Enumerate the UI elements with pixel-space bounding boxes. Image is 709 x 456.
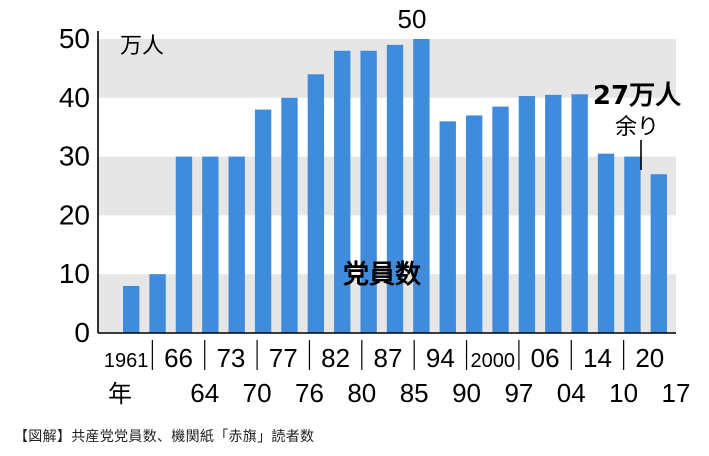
bar bbox=[386, 44, 404, 333]
x-tick-label-lower: 80 bbox=[347, 378, 376, 408]
last-value-label: 27万人 bbox=[593, 81, 681, 111]
bar bbox=[307, 74, 325, 333]
x-tick-label-lower: 17 bbox=[662, 378, 691, 408]
x-tick-label-lower: 10 bbox=[609, 378, 638, 408]
x-axis: 1961 年 66 64 73 70 77 76 82 80 87 85 94 90 2000 97 06 04 1… bbox=[98, 332, 691, 408]
y-axis: 0 10 20 30 40 50 bbox=[59, 23, 99, 348]
x-tick-label-upper: 14 bbox=[583, 343, 612, 373]
x-tick-label-lower: 64 bbox=[190, 378, 219, 408]
series-label: 党員数 bbox=[343, 260, 422, 290]
bar bbox=[439, 121, 456, 333]
y-tick-label: 10 bbox=[59, 258, 90, 289]
x-tick-label-upper: 82 bbox=[321, 343, 350, 373]
x-tick-label-lower: 85 bbox=[400, 378, 429, 408]
x-tick-label-lower: 70 bbox=[243, 378, 272, 408]
unit-label: 万人 bbox=[120, 34, 164, 59]
x-tick-label-upper: 94 bbox=[426, 343, 455, 373]
figure-caption: 【図解】共産党党員数、機関紙「赤旗」読者数 bbox=[14, 429, 315, 445]
bar bbox=[334, 50, 351, 333]
bar bbox=[360, 50, 377, 333]
x-tick-label-lower: 04 bbox=[557, 378, 586, 408]
y-tick-label: 20 bbox=[59, 199, 90, 230]
bar bbox=[281, 97, 298, 333]
y-tick-label: 0 bbox=[74, 317, 90, 348]
x-tick-label-upper: 73 bbox=[216, 343, 245, 373]
bar bbox=[650, 174, 667, 333]
x-tick-label-lower: 76 bbox=[295, 378, 324, 408]
x-tick-label-upper: 2000 bbox=[470, 350, 515, 372]
bar bbox=[149, 274, 166, 333]
y-tick-label: 50 bbox=[59, 23, 90, 54]
x-tick-label-upper: 66 bbox=[164, 343, 193, 373]
bar bbox=[465, 115, 483, 333]
bar bbox=[571, 94, 588, 333]
x-tick-label-upper: 20 bbox=[635, 343, 664, 373]
x-tick-label-upper: 06 bbox=[531, 343, 560, 373]
x-tick-label-upper: 77 bbox=[269, 343, 298, 373]
bar bbox=[624, 156, 641, 333]
bar bbox=[123, 285, 140, 333]
bar bbox=[175, 156, 193, 333]
bar bbox=[545, 94, 562, 333]
last-value-suffix: 余り bbox=[615, 115, 659, 140]
peak-label: 50 bbox=[398, 4, 427, 34]
bar bbox=[202, 156, 219, 333]
x-tick-label-lower: 97 bbox=[504, 378, 533, 408]
x-tick-label-upper: 1961 bbox=[104, 350, 149, 372]
x-tick-label-lower: 90 bbox=[452, 378, 481, 408]
y-tick-label: 30 bbox=[59, 141, 90, 172]
x-tick-label-lower: 年 bbox=[108, 380, 132, 408]
bar bbox=[518, 96, 536, 333]
bar bbox=[228, 156, 245, 333]
bar bbox=[413, 39, 430, 333]
bar bbox=[492, 106, 509, 334]
bars bbox=[123, 39, 667, 334]
y-tick-label: 40 bbox=[59, 82, 90, 113]
bar bbox=[254, 109, 272, 333]
bar bbox=[597, 153, 615, 333]
x-tick-label-upper: 87 bbox=[374, 343, 403, 373]
